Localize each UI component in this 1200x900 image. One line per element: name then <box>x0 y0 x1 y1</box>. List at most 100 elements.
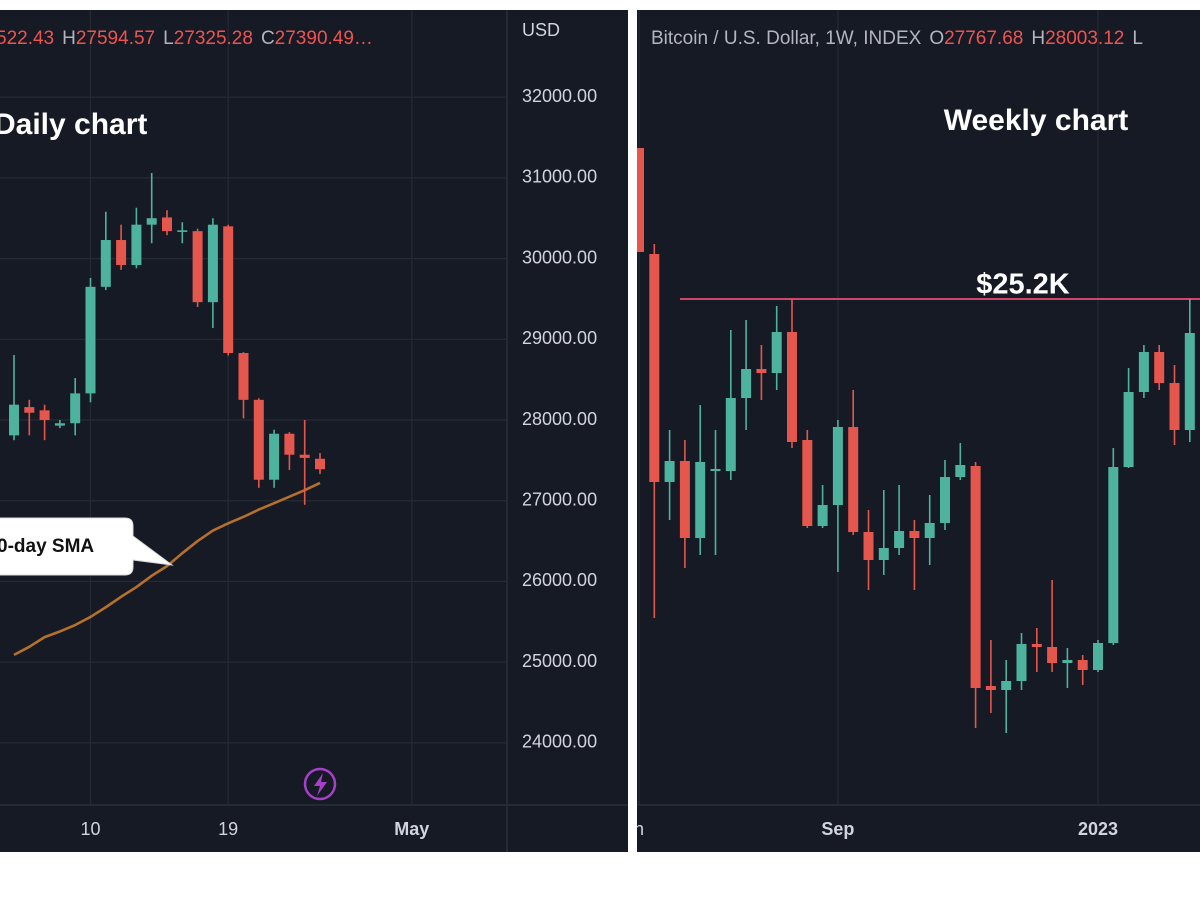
candle-body <box>1108 467 1119 643</box>
candle-body <box>970 466 981 688</box>
header-value: 27325.28 <box>174 28 253 49</box>
y-tick-label: 30000.00 <box>522 247 597 267</box>
candle-body <box>177 230 188 232</box>
candle-body <box>771 332 782 373</box>
header-value: 27594.57 <box>76 28 155 49</box>
candle-body <box>39 410 50 421</box>
lightning-icon[interactable] <box>303 767 337 801</box>
candle-body <box>802 440 813 526</box>
y-tick-label: 28000.00 <box>522 409 597 429</box>
y-tick-label: 25000.00 <box>522 651 597 671</box>
ohlc-header: 522.43 H27594.57 L27325.28 C27390.49… <box>0 28 373 49</box>
candle-body <box>817 505 828 526</box>
chart-title: Daily chart <box>0 108 147 141</box>
candle-body <box>649 254 660 482</box>
x-tick-label: 19 <box>218 819 238 839</box>
candle-body <box>664 461 675 482</box>
candle-body <box>192 231 203 303</box>
candle-body <box>315 458 325 470</box>
candle-body <box>253 399 264 480</box>
candle-body <box>679 461 690 538</box>
axis-label: USD <box>522 20 560 40</box>
candle-body <box>1031 644 1042 647</box>
header-label: L <box>163 28 174 49</box>
candle-body <box>1123 392 1134 467</box>
weekly-chart: n Sep 2023 $25.2K <box>634 10 1200 839</box>
candle-body <box>1138 352 1149 392</box>
header-symbol: Bitcoin / U.S. Dollar, 1W, INDEX <box>651 28 922 49</box>
candle-body <box>863 532 874 560</box>
candle-body <box>832 427 843 505</box>
candle-body <box>1062 660 1073 663</box>
candle-body <box>787 332 797 442</box>
header-label: L <box>1132 28 1143 49</box>
candle-body <box>116 240 127 266</box>
candle-body <box>1093 643 1103 670</box>
y-tick-label: 29000.00 <box>522 328 597 348</box>
header-value: 27390.49… <box>275 28 373 49</box>
header-label: H <box>62 28 76 49</box>
plot-area <box>0 10 507 805</box>
header-value: 28003.12 <box>1045 28 1124 49</box>
daily-panel <box>0 10 628 852</box>
candle-body <box>1001 681 1012 690</box>
candle-body <box>24 407 35 413</box>
header-label: H <box>1031 28 1045 49</box>
x-tick-label: 2023 <box>1078 819 1118 839</box>
daily-chart: 24000.00 25000.00 26000.00 27000.00 28000.00… <box>0 10 597 839</box>
candle-body <box>756 369 767 373</box>
candle-body <box>54 423 65 426</box>
x-tick-label: Sep <box>821 819 854 839</box>
candle-body <box>1016 644 1027 681</box>
callout-text: 0-day SMA <box>0 536 94 557</box>
candle-body <box>269 433 280 480</box>
candle-body <box>1154 352 1165 383</box>
candle-body <box>1184 333 1195 430</box>
candle-body <box>955 465 966 477</box>
candle-body <box>100 240 111 287</box>
ohlc-header: Bitcoin / U.S. Dollar, 1W, INDEX O27767.6… <box>651 28 1143 49</box>
header-value: 27767.68 <box>944 28 1023 49</box>
x-tick-label: May <box>394 819 429 839</box>
candle-body <box>909 531 920 538</box>
level-label: $25.2K <box>976 269 1070 301</box>
chart-title: Weekly chart <box>944 104 1129 137</box>
candle-body <box>1077 660 1088 670</box>
candle-body <box>162 217 172 232</box>
candle-body <box>238 353 249 400</box>
icon-bolt[interactable] <box>314 773 327 796</box>
candle-body <box>9 404 19 436</box>
header-value: 522.43 <box>0 28 54 49</box>
candle-body <box>131 224 142 266</box>
x-tick-label: n <box>634 819 644 839</box>
candle-body <box>207 224 218 303</box>
candle-body <box>1169 383 1180 430</box>
candle-body <box>85 286 96 394</box>
candle-body <box>940 477 950 523</box>
candle-body <box>223 226 234 354</box>
y-tick-label: 24000.00 <box>522 732 597 752</box>
candle-body <box>924 523 935 538</box>
y-tick-label: 31000.00 <box>522 167 597 187</box>
sma-line <box>13 481 321 657</box>
candle-body <box>284 433 295 455</box>
candle-body <box>710 469 721 471</box>
candle-body <box>695 462 706 538</box>
candle-body <box>848 427 859 532</box>
candle-body <box>299 454 310 458</box>
candle-body <box>894 531 905 548</box>
candle-body <box>725 398 736 471</box>
header-label: C <box>261 28 275 49</box>
header-label: O <box>929 28 944 49</box>
icon-ring[interactable] <box>303 767 337 801</box>
candle-body <box>985 686 996 690</box>
x-tick-label: 10 <box>80 819 100 839</box>
y-tick-label: 27000.00 <box>522 489 597 509</box>
y-tick-label: 26000.00 <box>522 570 597 590</box>
y-tick-label: 32000.00 <box>522 86 597 106</box>
plot-area <box>637 10 1200 805</box>
candle-body <box>1047 647 1058 663</box>
candle-body <box>146 218 157 225</box>
callout-box <box>0 517 174 576</box>
